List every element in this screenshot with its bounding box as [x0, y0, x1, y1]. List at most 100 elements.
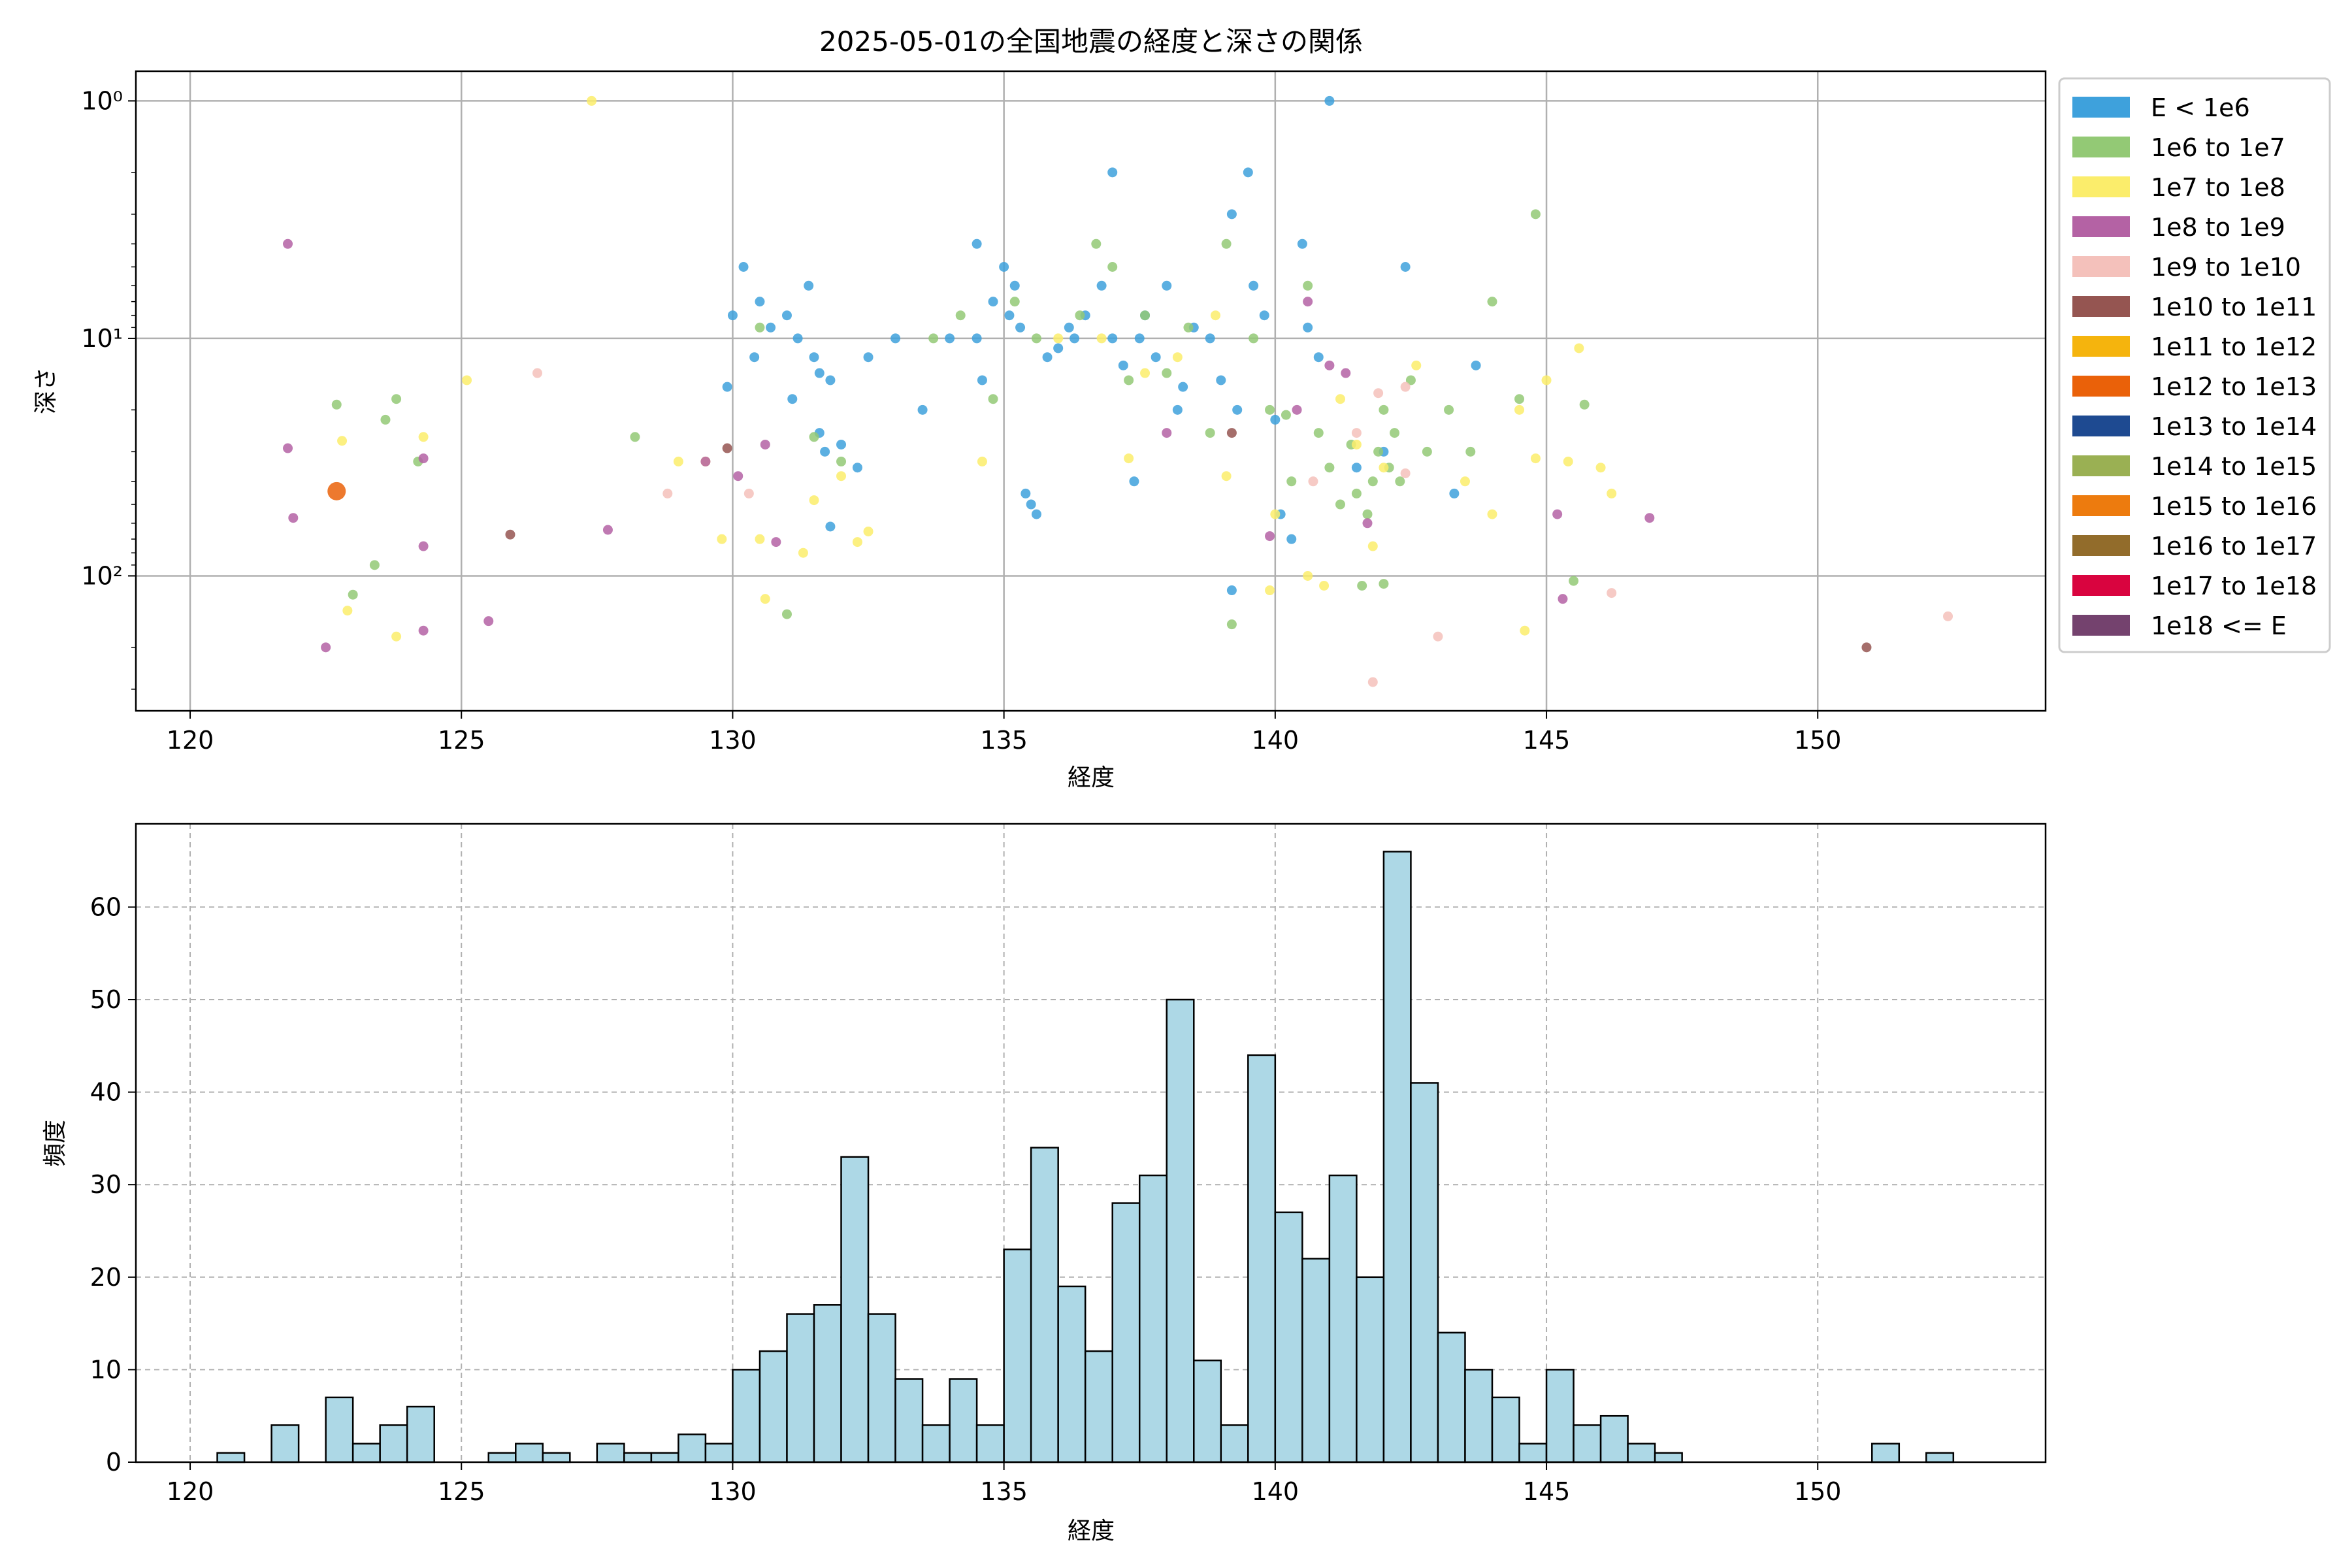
histogram-bar [1274, 1211, 1303, 1463]
legend-label: 1e16 to 1e17 [2151, 532, 2317, 561]
scatter-point [1124, 453, 1134, 464]
scatter-point [391, 394, 402, 404]
scatter-point [1151, 352, 1161, 363]
scatter-point [1021, 488, 1031, 498]
scatter-point [348, 589, 358, 600]
scatter-point [1107, 333, 1118, 344]
scatter-point [825, 375, 836, 385]
scatter-point [1070, 333, 1080, 344]
histogram-x-tick-label: 140 [1252, 1477, 1299, 1506]
histogram-bar [216, 1452, 246, 1463]
scatter-point [369, 560, 380, 570]
scatter-point [863, 526, 874, 536]
histogram-bar [678, 1433, 707, 1463]
scatter-point [1569, 576, 1579, 586]
legend-swatch [2072, 376, 2130, 397]
scatter-point [1520, 625, 1530, 636]
histogram-bar [1057, 1285, 1086, 1463]
scatter-x-tick-label: 135 [980, 726, 1028, 755]
scatter-point [418, 453, 429, 464]
scatter-point [760, 439, 770, 449]
scatter-point [1096, 333, 1107, 344]
scatter-point [1107, 167, 1118, 178]
histogram-bar [270, 1424, 300, 1463]
scatter-point [1313, 428, 1324, 438]
histogram-bar [1301, 1258, 1331, 1463]
scatter-point [1943, 611, 1953, 621]
histogram-y-axis-label: 頻度 [42, 1120, 69, 1167]
scatter-point [1292, 404, 1302, 415]
scatter-point [1607, 488, 1617, 498]
scatter-point [418, 432, 429, 442]
histogram-bar [1925, 1452, 1955, 1463]
histogram-bar [487, 1452, 517, 1463]
scatter-point [917, 404, 928, 415]
scatter-point [999, 262, 1009, 272]
legend-label: 1e15 to 1e16 [2151, 492, 2317, 521]
scatter-point [1313, 352, 1324, 363]
scatter-point [766, 322, 776, 333]
scatter-x-tick-label: 150 [1794, 726, 1842, 755]
scatter-point [673, 456, 683, 466]
scatter-point [1118, 360, 1128, 370]
scatter-point [1324, 360, 1335, 370]
histogram-bar [515, 1443, 544, 1463]
scatter-gridlines [136, 71, 2046, 711]
scatter-point [1471, 360, 1481, 370]
scatter-point [1487, 509, 1497, 519]
scatter-point [1367, 677, 1378, 687]
scatter-point [1162, 428, 1172, 438]
histogram-bar [813, 1304, 842, 1463]
histogram-bar [1599, 1414, 1629, 1463]
scatter-point [1644, 513, 1655, 523]
scatter-point [1226, 428, 1237, 438]
histogram-bar [1356, 1276, 1385, 1463]
histogram-x-tick-label: 150 [1794, 1477, 1842, 1506]
histogram-bar [325, 1396, 354, 1463]
scatter-point [1319, 580, 1330, 591]
histogram-y-tick-label: 30 [90, 1170, 122, 1199]
scatter-point [1367, 541, 1378, 551]
histogram-bar [1382, 851, 1412, 1463]
legend-swatch [2072, 137, 2130, 157]
scatter-point [1286, 534, 1297, 544]
scatter-point [587, 95, 597, 106]
scatter-point [733, 471, 743, 482]
histogram-bar [1654, 1452, 1683, 1463]
histogram-bar [1627, 1443, 1656, 1463]
scatter-point [1362, 509, 1373, 519]
histogram-y-tick-label: 20 [90, 1263, 122, 1292]
scatter-point [1221, 471, 1232, 482]
scatter-point [1390, 428, 1400, 438]
scatter-point [1259, 310, 1269, 321]
scatter-point [1607, 588, 1617, 598]
scatter-point [825, 521, 836, 532]
scatter-point [863, 352, 874, 363]
scatter-point [1530, 453, 1541, 464]
scatter-point [1373, 388, 1384, 399]
histogram-x-tick-label: 120 [167, 1477, 214, 1506]
histogram-bar [1138, 1174, 1168, 1463]
histogram-bar [894, 1378, 924, 1463]
scatter-plot-frame [135, 70, 2047, 712]
scatter-point [1379, 579, 1389, 589]
scatter-point [505, 529, 515, 540]
scatter-point [1303, 297, 1313, 307]
scatter-point [1357, 580, 1367, 591]
chart-title: 2025-05-01の全国地震の経度と深さの関係 [819, 25, 1363, 57]
histogram-y-tick-label: 60 [90, 892, 122, 921]
scatter-x-tick-label: 120 [167, 726, 214, 755]
legend-swatch [2072, 296, 2130, 317]
histogram-bar [379, 1424, 408, 1463]
scatter-point [988, 297, 998, 307]
legend-label: 1e9 to 1e10 [2151, 253, 2301, 282]
histogram-bar [949, 1378, 978, 1463]
scatter-point [1444, 404, 1454, 415]
scatter-point [1297, 238, 1307, 249]
scatter-point [972, 333, 982, 344]
legend-swatch [2072, 535, 2130, 556]
scatter-point [1015, 322, 1026, 333]
scatter-point [1861, 642, 1872, 653]
scatter-point [1595, 463, 1606, 473]
histogram-bar [921, 1424, 951, 1463]
